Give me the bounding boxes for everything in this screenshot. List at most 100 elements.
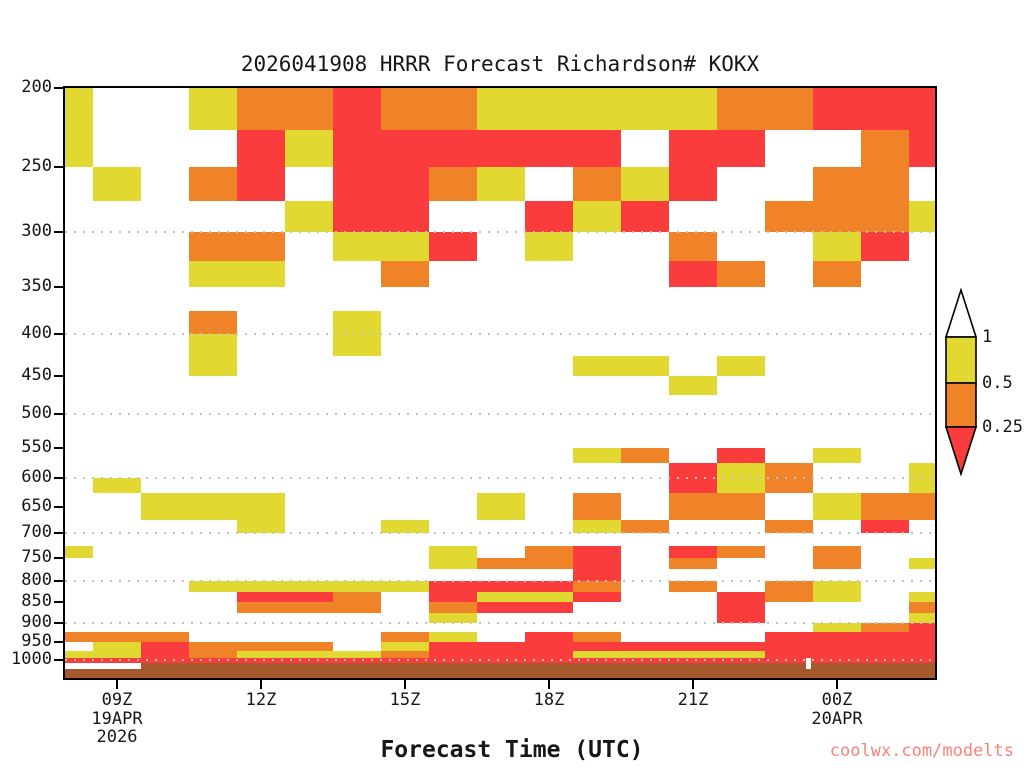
- heatmap-cell: [765, 201, 813, 232]
- heatmap-cell: [381, 201, 429, 232]
- heatmap-cell: [429, 558, 477, 569]
- plot-right-spine: [935, 86, 937, 680]
- heatmap-cell: [477, 642, 525, 651]
- y-tick: [54, 622, 64, 624]
- heatmap-cell: [381, 130, 429, 167]
- heatmap-cell: [189, 311, 237, 334]
- heatmap-cell: [621, 642, 669, 651]
- heatmap-cell: [189, 642, 237, 651]
- heatmap-cell: [573, 642, 621, 651]
- heatmap-cell: [429, 651, 477, 660]
- heatmap-cell: [477, 581, 525, 592]
- y-tick: [54, 601, 64, 603]
- gridline: [65, 231, 935, 233]
- heatmap-cell: [621, 448, 669, 463]
- y-tick-label: 250: [21, 156, 52, 176]
- heatmap-cell: [813, 581, 861, 592]
- heatmap-cell: [93, 642, 141, 651]
- y-tick-label: 950: [21, 631, 52, 651]
- x-tick-date: 20APR: [811, 709, 863, 729]
- heatmap-cell: [669, 642, 717, 651]
- heatmap-cell: [525, 651, 573, 660]
- heatmap-cell: [189, 261, 237, 287]
- heatmap-cell: [909, 130, 935, 167]
- plot-left-spine: [63, 86, 65, 680]
- heatmap-cell: [65, 651, 93, 660]
- heatmap-cell: [429, 632, 477, 642]
- heatmap-cell: [525, 558, 573, 569]
- heatmap-cell: [237, 602, 285, 613]
- heatmap-cell: [429, 602, 477, 613]
- heatmap-cell: [333, 311, 381, 334]
- heatmap-cell: [861, 507, 909, 520]
- heatmap-cell: [765, 88, 813, 130]
- heatmap-cell: [429, 232, 477, 261]
- gridline: [65, 622, 935, 624]
- heatmap-cell: [429, 592, 477, 602]
- heatmap-cell: [573, 493, 621, 507]
- heatmap-cell: [765, 592, 813, 602]
- heatmap-cell: [65, 632, 93, 642]
- heatmap-cell: [285, 88, 333, 130]
- heatmap-cell: [237, 651, 285, 660]
- heatmap-cell: [189, 232, 237, 261]
- heatmap-cell: [525, 201, 573, 232]
- heatmap-cell: [813, 448, 861, 463]
- heatmap-cell: [861, 232, 909, 261]
- y-tick-label: 750: [21, 547, 52, 567]
- legend-colorbar: [938, 282, 1024, 482]
- heatmap-cell: [909, 507, 935, 520]
- gridline: [65, 532, 935, 534]
- heatmap-cell: [909, 642, 935, 651]
- watermark-link[interactable]: coolwx.com/modelts: [829, 741, 1014, 761]
- heatmap-cell: [189, 581, 237, 592]
- heatmap-cell: [333, 167, 381, 201]
- heatmap-cell: [333, 88, 381, 130]
- heatmap-cell: [717, 130, 765, 167]
- y-tick: [54, 286, 64, 288]
- heatmap-cell: [861, 520, 909, 533]
- heatmap-cell: [381, 642, 429, 651]
- heatmap-cell: [765, 463, 813, 478]
- heatmap-cell: [669, 651, 717, 660]
- heatmap-cell: [141, 632, 189, 642]
- x-tick: [116, 680, 118, 689]
- heatmap-cell: [189, 334, 237, 356]
- heatmap-cell: [573, 569, 621, 581]
- y-tick-label: 400: [21, 323, 52, 343]
- y-tick-label: 900: [21, 612, 52, 632]
- y-tick-label: 700: [21, 522, 52, 542]
- x-tick: [404, 680, 406, 689]
- heatmap-cell: [525, 88, 573, 130]
- heatmap-cell: [861, 642, 909, 651]
- heatmap-cell: [717, 261, 765, 287]
- heatmap-cell: [669, 261, 717, 287]
- heatmap-cell: [141, 651, 189, 660]
- y-tick: [54, 532, 64, 534]
- heatmap-cell: [669, 130, 717, 167]
- heatmap-cell: [237, 167, 285, 201]
- heatmap-cell: [333, 581, 381, 592]
- heatmap-cell: [861, 201, 909, 232]
- heatmap-cell: [189, 493, 237, 507]
- heatmap-cell: [861, 651, 909, 660]
- heatmap-cell: [573, 581, 621, 592]
- heatmap-cell: [429, 613, 477, 623]
- x-tick-label: 21Z: [677, 690, 709, 710]
- y-tick-label: 1000: [11, 649, 52, 669]
- heatmap-cell: [669, 581, 717, 592]
- x-tick: [260, 680, 262, 689]
- legend-label-05: 0.5: [982, 373, 1013, 393]
- heatmap-cell: [333, 651, 381, 660]
- heatmap-cell: [669, 463, 717, 478]
- heatmap-cell: [237, 493, 285, 507]
- heatmap-cell: [717, 478, 765, 493]
- heatmap-cell: [141, 507, 189, 520]
- heatmap-cell: [573, 167, 621, 201]
- heatmap-cell: [573, 520, 621, 533]
- heatmap-cell: [525, 232, 573, 261]
- gridline: [65, 413, 935, 415]
- heatmap-cell: [573, 130, 621, 167]
- heatmap-cell: [477, 602, 525, 613]
